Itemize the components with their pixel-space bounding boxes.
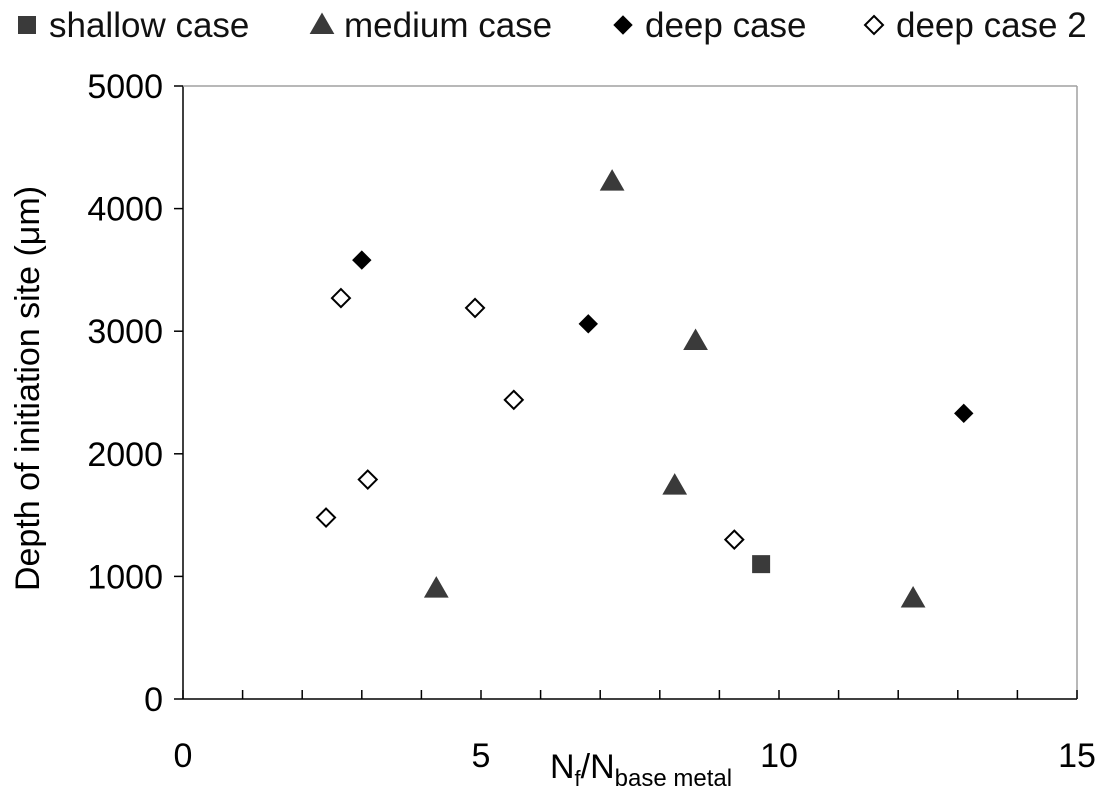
x-tick-label: 15 <box>1058 737 1096 775</box>
data-point-deep-case <box>352 250 372 270</box>
y-tick-label: 1000 <box>87 558 163 596</box>
data-point-deep-case-2 <box>315 507 337 528</box>
legend-label: shallow case <box>49 6 249 45</box>
x-axis-label-sub1: f <box>575 766 582 791</box>
axes <box>182 85 1078 700</box>
y-tick-label: 2000 <box>87 436 163 474</box>
x-tick-label: 10 <box>760 737 798 775</box>
data-point-shallow-case <box>752 555 771 574</box>
data-point-deep-case-2 <box>723 529 745 551</box>
legend-label: deep case 2 <box>896 6 1087 45</box>
data-point-deep-case-2 <box>464 297 486 319</box>
data-point-medium-case <box>900 585 926 608</box>
data-point-deep-case <box>578 314 598 334</box>
y-tick-label: 4000 <box>87 191 163 229</box>
x-axis-label-sub2: base metal <box>615 765 732 792</box>
x-axis-label: Nf/Nbase metal <box>550 748 732 792</box>
x-tick-label: 5 <box>472 737 491 775</box>
x-tick-label: 0 <box>174 737 193 775</box>
x-axis-label-base: N <box>550 748 575 786</box>
legend-marker-shallow-case <box>18 16 36 34</box>
data-point-deep-case-2 <box>357 469 379 490</box>
legend-label: medium case <box>344 6 552 45</box>
legend-label: deep case <box>645 6 807 45</box>
data-point-deep-case-2 <box>503 389 525 411</box>
legend-marker-deep-case-2 <box>863 14 885 36</box>
x-axis-label-mid: /N <box>581 748 615 786</box>
legend-marker-medium-case <box>309 12 335 34</box>
y-tick-label: 3000 <box>87 313 163 351</box>
tick-labels: 0 1000 2000 3000 4000 5000 0 5 10 15 <box>87 68 1096 775</box>
y-tick-label: 5000 <box>87 68 163 106</box>
data-point-deep-case <box>954 403 974 424</box>
ticks <box>174 85 1078 700</box>
y-tick-label: 0 <box>144 681 163 719</box>
data-point-medium-case <box>599 169 625 191</box>
legend: shallow case medium case deep case deep cas… <box>18 6 1087 45</box>
data-point-medium-case <box>423 576 449 598</box>
legend-marker-deep-case <box>613 15 633 35</box>
y-axis-label: Depth of initiation site (μm) <box>9 186 47 591</box>
data-point-deep-case-2 <box>330 287 352 309</box>
data-point-medium-case <box>662 473 688 495</box>
data-point-medium-case <box>683 328 708 351</box>
markers <box>315 169 974 608</box>
